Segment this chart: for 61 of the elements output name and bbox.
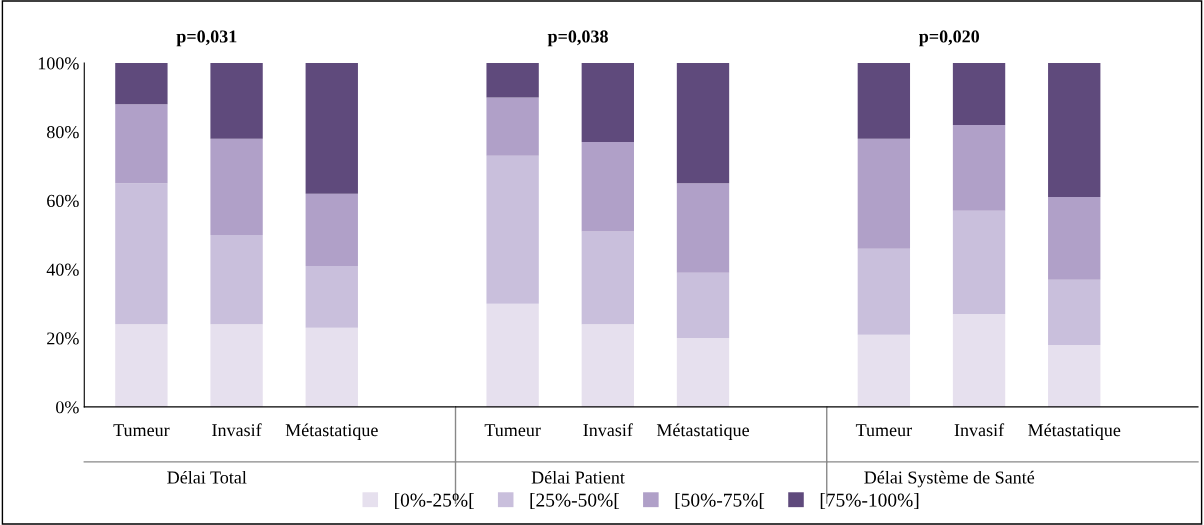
bar [857,334,911,407]
x-tick-label: Invasif [212,423,262,437]
bar [486,63,539,98]
bar [210,324,263,407]
bar [1048,344,1101,407]
bar [857,248,911,335]
chart-title: p=0,020 [919,30,980,47]
x-tick-label: Tumeur [484,424,541,437]
bar [581,324,634,407]
bar [857,63,911,139]
bar [305,265,358,328]
bar [305,327,358,407]
bar [676,272,730,339]
legend-label: [0%-25%[ [395,492,474,510]
x-tick-label: Métastatique [1028,423,1121,440]
x-tick-label: Invasif [583,423,633,437]
x-tick-label: Métastatique [656,423,749,440]
bar [305,63,358,194]
bar [210,234,263,325]
bar [305,193,358,266]
bar [210,63,263,139]
legend-label: [25%-50%[ [530,492,620,510]
x-tick-label: Métastatique [285,423,378,440]
x-tick-label: Tumeur [113,424,170,437]
bar [115,324,168,407]
bar [857,138,911,249]
bar [952,210,1006,315]
y-tick-label: 0% [56,401,79,414]
x-axis-title: Délai Total [167,470,247,484]
bar [1048,197,1101,280]
bar [115,63,168,105]
y-tick-label: 100% [38,57,79,70]
bar [1048,63,1101,198]
bar [210,138,263,235]
bar [581,231,634,325]
bar [1048,279,1101,345]
bar [486,155,539,304]
bar [952,124,1006,211]
y-tick-label: 40% [46,263,79,276]
legend-label: [75%-100%] [820,492,919,510]
bar [952,63,1006,125]
bar [676,183,730,273]
bar [115,104,168,184]
bar [581,142,634,232]
x-axis-title: Délai Patient [531,470,625,484]
y-tick-label: 20% [47,332,79,345]
legend-label: [50%-75%[ [675,492,765,510]
y-tick-label: 80% [47,126,79,139]
bar [676,63,730,184]
bar [581,63,634,143]
bar [486,97,539,156]
bar [676,338,730,407]
bar [115,183,168,325]
bar [952,314,1006,407]
chart-title: p=0,038 [547,30,608,47]
x-axis-title: Délai Système de Santé [864,470,1035,488]
x-tick-label: Tumeur [855,424,912,437]
bar [486,303,539,407]
chart-title: p=0,031 [176,30,237,47]
y-tick-label: 60% [47,194,79,208]
x-tick-label: Invasif [954,423,1005,437]
